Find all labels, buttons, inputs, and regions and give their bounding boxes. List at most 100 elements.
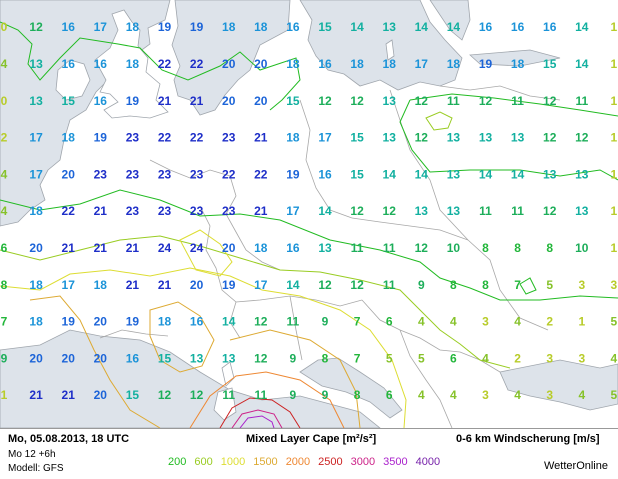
shear-value: 11 [479,204,492,218]
legend-item-200: 200 [168,456,187,468]
shear-value: 14 [511,167,525,181]
shear-value: 12 [415,241,429,255]
great-britain [94,9,169,119]
contour-200-north [0,21,301,111]
shear-value: 20 [94,351,108,365]
shear-value: 18 [158,315,172,329]
shear-value: 15 [62,94,76,108]
shear-value: 16 [94,94,108,108]
border-france-east [199,205,241,339]
shear-value: 13 [383,94,397,108]
shear-value: 6 [450,351,457,365]
shear-value: 6 [386,388,393,402]
contour-200-south [0,189,618,301]
legend-item-2500: 2500 [318,456,343,468]
shear-value: 13 [383,20,397,34]
sardinia [213,387,237,421]
shear-value: 20 [62,351,76,365]
shear-value: 23 [126,204,140,218]
shear-value: 14 [318,204,332,218]
legend-item-1500: 1500 [253,456,278,468]
shear-value: 21 [29,388,43,402]
shear-value: 4 [1,57,8,71]
shear-value: 24 [190,241,204,255]
shear-value: 1 [611,94,618,108]
water-bodies [0,0,618,428]
shear-value: 18 [62,131,76,145]
shear-value: 7 [514,278,521,292]
shear-value: 12 [575,131,589,145]
shear-value: 8 [482,278,489,292]
shear-value: 21 [158,94,172,108]
shear-value: 3 [546,388,553,402]
shear-value: 12 [415,131,429,145]
shear-value: 14 [222,315,236,329]
shear-value: 9 [290,388,297,402]
shear-value: 21 [158,278,172,292]
shear-value: 12 [29,20,43,34]
shear-value: 1 [611,57,618,71]
contour-2000 [189,371,345,428]
weather-map: 0 12 16 17 18 19 19 18 18 16 15 14 13 14 14 16 16 16 14 1 4 1… [0,0,618,428]
border-alps [235,295,363,307]
shear-value: 20 [29,351,43,365]
shear-value: 16 [62,20,76,34]
shear-value: 15 [543,57,557,71]
shear-value: 22 [222,167,236,181]
shear-title: 0-6 km Windscherung [m/s] [456,433,600,445]
shear-value: 1 [611,167,618,181]
model-run: Mo 12 +6h [8,449,56,460]
shear-value: 13 [383,131,397,145]
shear-value: 18 [126,57,140,71]
cape-legend: 200 600 1000 1500 2000 2500 3000 3500 4000 [168,452,448,470]
contour-2500 [219,397,301,428]
contour-1000-b [179,229,233,277]
contour-1000-a [0,267,407,428]
north-sea [171,0,291,116]
shear-value: 12 [350,204,364,218]
shear-value: 1 [611,204,618,218]
shear-value: 16 [511,20,525,34]
shear-value: 13 [575,167,589,181]
shear-value: 20 [254,94,268,108]
border-balkans-inner [399,329,453,428]
gulf-of-bothnia [429,0,471,41]
shear-value: 16 [479,20,493,34]
shear-value: 8 [354,388,361,402]
contour-200-small [519,277,537,295]
shear-value: 13 [447,204,461,218]
shear-value: 13 [415,204,429,218]
shear-value: 20 [222,94,236,108]
shear-value: 18 [511,57,525,71]
country-borders [99,85,561,428]
wind-shear-values: 0 12 16 17 18 19 19 18 18 16 15 14 13 14 14 16 16 16 14 14 1… [1,20,618,402]
border-germany-poland [299,99,353,219]
border-spain [99,329,169,339]
shear-value: 5 [418,351,425,365]
shear-value: 18 [29,315,43,329]
shear-value: 12 [543,94,557,108]
map-canvas: 0 12 16 17 18 19 19 18 18 16 15 14 13 14 14 16 16 16 14 14 1… [0,0,618,428]
shear-value: 21 [126,241,140,255]
shear-value: 14 [447,20,461,34]
model-name: Modell: GFS [8,463,64,474]
shear-value: 1 [1,388,8,402]
shear-value: 12 [543,204,557,218]
shear-value: 15 [158,351,172,365]
shear-value: 17 [286,204,300,218]
shear-value: 13 [543,167,557,181]
shear-value: 17 [29,131,43,145]
border-balkans [361,299,501,373]
shear-value: 3 [482,315,489,329]
shear-value: 7 [354,351,361,365]
shear-value: 14 [479,167,493,181]
shear-value: 4 [578,388,585,402]
gotland [385,39,395,61]
shear-value: 1 [611,20,618,34]
shear-value: 9 [322,388,329,402]
shear-value: 19 [94,131,108,145]
shear-value: 19 [62,315,76,329]
legend-item-3500: 3500 [383,456,408,468]
shear-value: 13 [318,241,332,255]
shear-value: 11 [254,388,267,402]
